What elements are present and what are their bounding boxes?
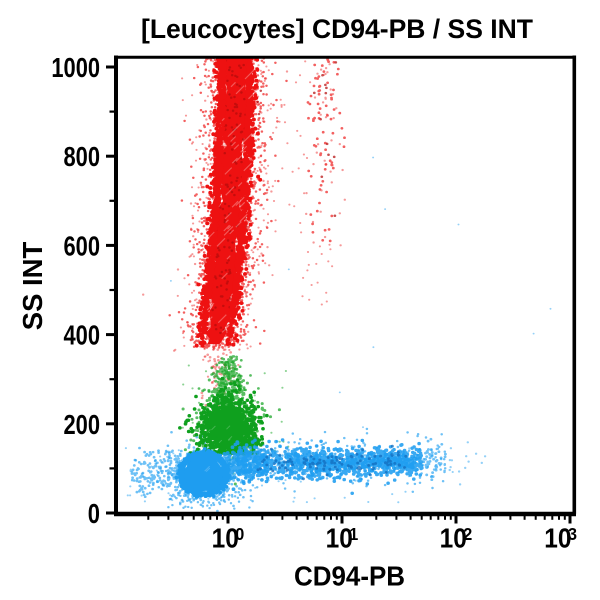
svg-text:SS INT: SS INT bbox=[17, 241, 48, 330]
svg-text:10: 10 bbox=[212, 522, 239, 554]
svg-text:10: 10 bbox=[544, 522, 571, 554]
svg-text:0: 0 bbox=[235, 524, 244, 544]
svg-text:2: 2 bbox=[463, 524, 472, 544]
svg-text:3: 3 bbox=[568, 524, 577, 544]
svg-text:10: 10 bbox=[326, 522, 353, 554]
svg-text:[Leucocytes] CD94-PB / SS INT: [Leucocytes] CD94-PB / SS INT bbox=[141, 14, 534, 44]
svg-text:1: 1 bbox=[349, 524, 358, 544]
svg-text:0: 0 bbox=[88, 497, 100, 529]
svg-text:10: 10 bbox=[440, 522, 467, 554]
svg-text:600: 600 bbox=[64, 229, 101, 261]
svg-text:800: 800 bbox=[64, 140, 101, 172]
svg-text:CD94-PB: CD94-PB bbox=[294, 561, 405, 592]
svg-text:1000: 1000 bbox=[51, 51, 100, 83]
svg-text:400: 400 bbox=[64, 319, 101, 351]
svg-text:200: 200 bbox=[64, 408, 101, 440]
